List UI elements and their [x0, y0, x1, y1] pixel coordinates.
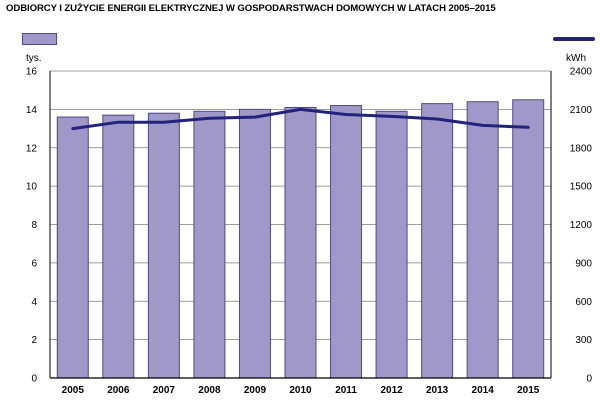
- bar: [330, 105, 363, 379]
- bar: [56, 116, 89, 379]
- x-tick-label: 2015: [517, 385, 540, 396]
- bar: [238, 108, 271, 379]
- y-right-tick-label: 1200: [570, 220, 593, 231]
- y-right-tick-label: 2400: [570, 67, 593, 78]
- x-tick-label: 2011: [335, 385, 357, 396]
- y-left-tick-label: 4: [31, 297, 37, 308]
- bar: [375, 110, 408, 379]
- x-tick-label: 2012: [380, 385, 403, 396]
- y-right-tick-label: 0: [586, 374, 592, 385]
- bar: [421, 103, 454, 379]
- y-left-tick-label: 0: [31, 374, 37, 385]
- y-left-tick-label: 14: [26, 105, 38, 116]
- consumption-line: [71, 107, 530, 131]
- legend-bar-swatch: [22, 33, 57, 45]
- chart-title: ODBIORCY I ZUŻYCIE ENERGII ELEKTRYCZNEJ …: [6, 3, 496, 14]
- bar: [284, 106, 317, 379]
- y-right-tick-label: 1500: [570, 182, 593, 193]
- x-tick-label: 2008: [198, 385, 221, 396]
- y-right-tick-label: 600: [575, 297, 592, 308]
- x-tick-label: 2005: [62, 385, 85, 396]
- y-right-tick-label: 1800: [570, 143, 593, 154]
- y-left-tick-label: 12: [26, 143, 38, 154]
- y-right-tick-label: 300: [575, 335, 592, 346]
- left-axis-unit: tys.: [26, 53, 42, 64]
- y-left-tick-label: 16: [26, 67, 38, 78]
- right-axis-unit: kWh: [566, 53, 586, 64]
- y-left-tick-label: 10: [26, 182, 38, 193]
- x-tick-label: 2014: [472, 385, 495, 396]
- bar: [193, 110, 226, 379]
- bar: [147, 112, 180, 379]
- x-tick-label: 2009: [244, 385, 267, 396]
- y-left-tick-label: 6: [31, 258, 37, 269]
- y-left-tick-label: 8: [31, 220, 37, 231]
- x-tick-label: 2007: [153, 385, 176, 396]
- x-tick-label: 2010: [289, 385, 312, 396]
- y-right-tick-label: 2100: [570, 105, 593, 116]
- bar: [466, 101, 499, 379]
- x-tick-label: 2006: [107, 385, 130, 396]
- bar: [512, 99, 545, 379]
- bar: [102, 114, 135, 379]
- x-tick-label: 2013: [426, 385, 449, 396]
- y-left-tick-label: 2: [31, 335, 37, 346]
- y-right-tick-label: 900: [575, 258, 592, 269]
- legend-line-swatch: [553, 37, 595, 41]
